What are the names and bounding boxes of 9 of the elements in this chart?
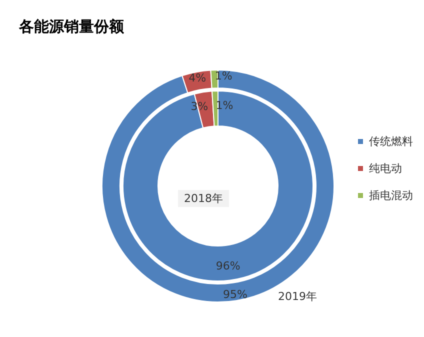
legend-label: 插电混动 bbox=[369, 189, 413, 202]
chart-title: 各能源销量份额 bbox=[18, 18, 125, 36]
data-label: 4% bbox=[188, 71, 206, 84]
data-label: 95% bbox=[222, 288, 248, 302]
slice-label: 2019年 bbox=[278, 290, 317, 303]
legend-label: 纯电动 bbox=[369, 162, 402, 175]
slice-label: 2018年 bbox=[184, 192, 223, 205]
data-label: 96% bbox=[216, 259, 240, 272]
legend-label: 传统燃料 bbox=[369, 135, 413, 148]
